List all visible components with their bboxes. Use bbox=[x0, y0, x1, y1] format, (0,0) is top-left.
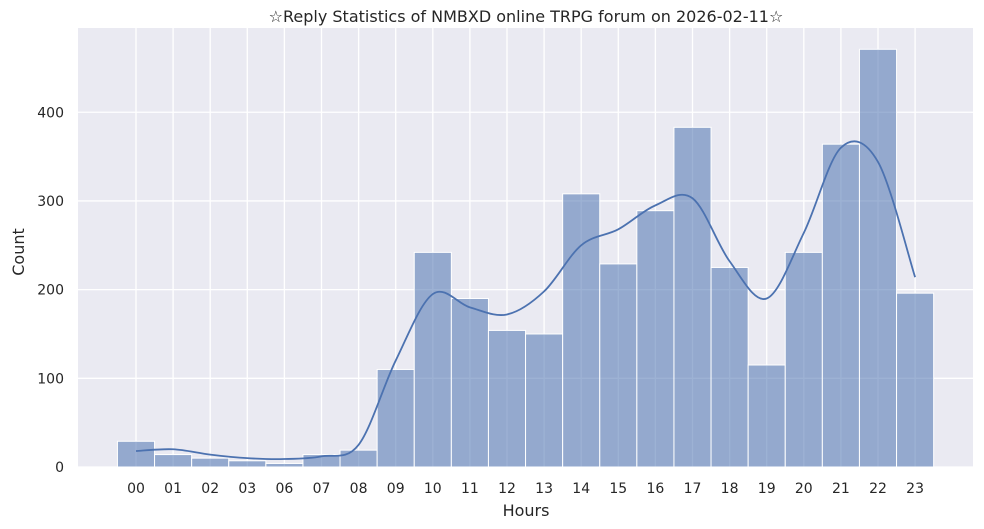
x-tick-label: 15 bbox=[609, 481, 627, 497]
x-tick-label: 20 bbox=[795, 481, 813, 497]
x-tick-label: 08 bbox=[350, 481, 368, 497]
x-tick-label: 03 bbox=[238, 481, 256, 497]
bar-00 bbox=[116, 440, 156, 468]
x-axis-ticks: 00 01 02 03 06 07 08 09 10 11 12 13 14 15 16 17 18 19 20 21… bbox=[127, 481, 924, 497]
x-tick-label: 06 bbox=[275, 481, 293, 497]
bar-20 bbox=[784, 251, 823, 468]
bar-01 bbox=[154, 454, 193, 468]
bar-14 bbox=[562, 193, 601, 468]
bar-02 bbox=[191, 457, 230, 468]
y-tick-label: 100 bbox=[37, 371, 64, 387]
x-tick-label: 00 bbox=[127, 481, 145, 497]
bar-11 bbox=[450, 297, 489, 468]
x-tick-label: 02 bbox=[201, 481, 219, 497]
y-axis-ticks: 0 100 200 300 400 bbox=[37, 105, 64, 476]
bar-23 bbox=[896, 292, 935, 468]
bar-21 bbox=[821, 143, 860, 468]
x-tick-label: 17 bbox=[684, 481, 702, 497]
y-tick-label: 200 bbox=[37, 283, 64, 299]
x-tick-label: 11 bbox=[461, 481, 479, 497]
x-tick-label: 23 bbox=[906, 481, 924, 497]
bar-08 bbox=[339, 449, 378, 468]
x-tick-label: 19 bbox=[758, 481, 776, 497]
bar-16 bbox=[636, 210, 675, 468]
x-tick-label: 10 bbox=[424, 481, 442, 497]
bar-03 bbox=[228, 460, 267, 468]
y-tick-label: 0 bbox=[55, 460, 64, 476]
bar-22 bbox=[858, 48, 898, 468]
kde-curve-layer bbox=[135, 140, 916, 461]
x-tick-label: 12 bbox=[498, 481, 516, 497]
x-tick-label: 13 bbox=[535, 481, 553, 497]
bar-17 bbox=[673, 126, 712, 468]
bar-06 bbox=[265, 462, 304, 468]
y-tick-label: 300 bbox=[37, 194, 64, 210]
x-tick-label: 07 bbox=[313, 481, 331, 497]
x-tick-label: 09 bbox=[387, 481, 405, 497]
bar-09 bbox=[376, 368, 415, 468]
bar-12 bbox=[487, 329, 527, 468]
bar-10 bbox=[413, 251, 452, 468]
x-tick-label: 22 bbox=[869, 481, 887, 497]
bars bbox=[116, 48, 935, 468]
bar-15 bbox=[599, 263, 638, 468]
x-tick-label: 01 bbox=[164, 481, 182, 497]
bar-19 bbox=[747, 364, 786, 468]
x-tick-label: 16 bbox=[646, 481, 664, 497]
x-tick-label: 18 bbox=[721, 481, 739, 497]
chart-title: ☆Reply Statistics of NMBXD online TRPG f… bbox=[269, 7, 784, 26]
x-tick-label: 21 bbox=[832, 481, 850, 497]
x-tick-label: 14 bbox=[572, 481, 590, 497]
bar-13 bbox=[525, 333, 564, 468]
bar-18 bbox=[710, 266, 749, 468]
kde-line bbox=[135, 140, 916, 461]
x-axis-label: Hours bbox=[503, 501, 550, 520]
y-axis-label: Count bbox=[9, 228, 28, 276]
y-tick-label: 400 bbox=[37, 105, 64, 121]
